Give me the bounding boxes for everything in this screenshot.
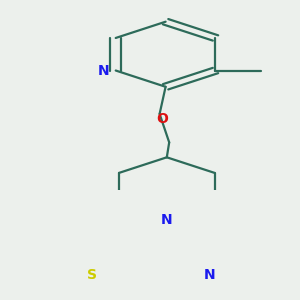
Text: O: O (156, 112, 168, 126)
Text: S: S (88, 268, 98, 282)
Text: N: N (98, 64, 109, 77)
Text: N: N (161, 213, 172, 227)
Text: N: N (204, 268, 216, 282)
